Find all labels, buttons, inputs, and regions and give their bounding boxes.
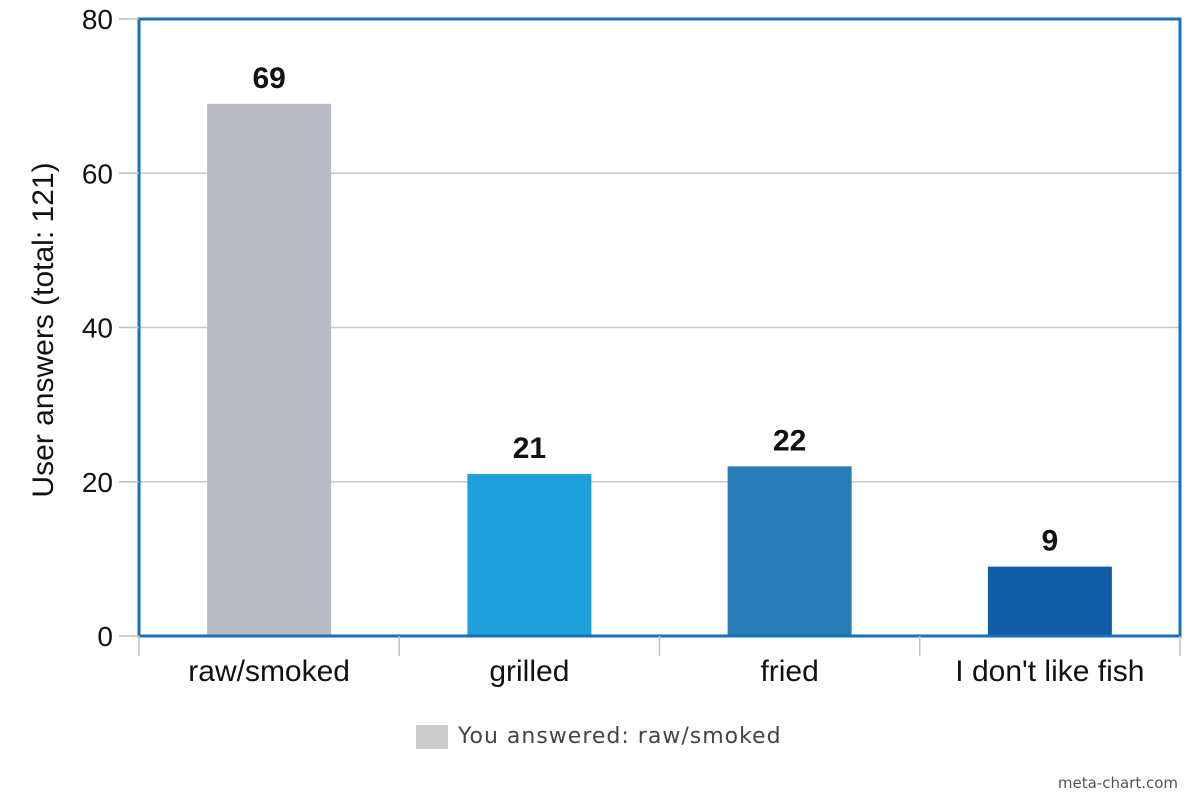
x-tick-label: fried	[760, 655, 818, 688]
bar	[727, 466, 852, 636]
data-label: 22	[773, 424, 806, 457]
data-label: 9	[1042, 525, 1059, 558]
data-label: 69	[252, 62, 285, 95]
legend-label: You answered: raw/smoked	[458, 724, 782, 749]
y-tick-label: 20	[82, 467, 113, 498]
x-tick-label: I don't like fish	[955, 655, 1144, 688]
legend: You answered: raw/smoked	[416, 724, 782, 749]
y-tick-label: 60	[82, 158, 113, 189]
bars	[207, 103, 1112, 636]
y-tick-label: 80	[82, 4, 113, 35]
x-tick-labels: raw/smoked grilled fried I don't like fish	[138, 636, 1181, 688]
y-tick-label: 0	[97, 621, 113, 652]
y-tick-labels: 0 20 40 60 80	[82, 4, 139, 652]
x-tick-label: raw/smoked	[188, 655, 350, 688]
data-label: 21	[513, 432, 546, 465]
x-tick-label: grilled	[489, 655, 569, 688]
y-tick-label: 40	[82, 313, 113, 344]
legend-swatch	[416, 724, 448, 749]
data-labels: 69 21 22 9	[252, 62, 1058, 558]
bar	[467, 474, 592, 636]
credit-text: meta-chart.com	[1057, 774, 1178, 792]
bar	[207, 103, 332, 636]
y-axis-title: User answers (total: 121)	[27, 162, 60, 497]
bar	[987, 566, 1112, 636]
